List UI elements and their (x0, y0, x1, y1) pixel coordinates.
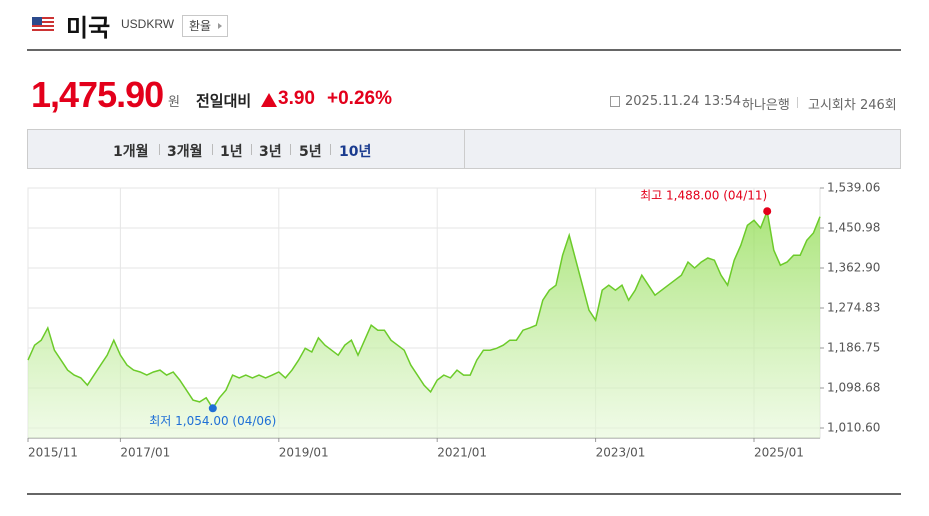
tab-separator (330, 144, 331, 155)
price: 1,475.90 (31, 74, 164, 115)
tab[interactable]: 10년 (339, 144, 372, 160)
y-tick-label: 1,539.06 (827, 181, 880, 195)
area (28, 211, 820, 438)
exchange-button[interactable]: 환율 (182, 15, 228, 37)
tab-separator (159, 144, 160, 155)
y-tick-label: 1,450.98 (827, 221, 880, 235)
bank: 하나은행 (742, 98, 790, 113)
up-arrow (261, 93, 277, 107)
line (27, 208, 821, 410)
x-tick-label: 2019/01 (279, 446, 329, 460)
tab[interactable]: 3개월 (167, 144, 203, 160)
high-marker (763, 207, 772, 216)
y-tick-label: 1,098.68 (827, 380, 880, 394)
y-tick-label: 1,274.83 (827, 300, 880, 314)
divider (27, 493, 901, 495)
tab-separator (212, 144, 213, 155)
x-tick-label: 2015/11 (28, 446, 78, 460)
divider (27, 49, 901, 51)
tab[interactable]: 1개월 (113, 144, 149, 160)
tab[interactable]: 1년 (220, 144, 243, 160)
low-label: 최저 1,054.00 (04/06) (149, 414, 276, 428)
separator (797, 97, 798, 108)
y-tick-label: 1,186.75 (827, 341, 880, 355)
x-tick-label: 2023/01 (596, 446, 646, 460)
y-tick-label: 1,362.90 (827, 261, 880, 275)
change: 3.90 (278, 88, 315, 109)
tab-separator (290, 144, 291, 155)
tab-separator (251, 144, 252, 155)
tab[interactable]: 5년 (299, 144, 322, 160)
tab[interactable]: 3년 (259, 144, 282, 160)
x-tick-label: 2025/01 (754, 446, 804, 460)
tab-divider (464, 130, 465, 168)
change-percent: +0.26% (327, 88, 392, 109)
datetime: 2025.11.24 13:54 (625, 94, 742, 109)
x-tick-label: 2017/01 (120, 446, 170, 460)
price-unit: 원 (168, 95, 180, 110)
y-tick-label: 1,010.60 (827, 420, 880, 434)
low-marker (208, 404, 217, 413)
flag (32, 17, 54, 33)
high-label: 최고 1,488.00 (04/11) (640, 189, 767, 203)
country-title: 미국 (66, 14, 111, 42)
round: 고시회차 246회 (808, 98, 897, 113)
print-icon[interactable] (610, 96, 620, 107)
change-label: 전일대비 (196, 92, 252, 110)
currency-code: USDKRW (121, 17, 175, 31)
x-tick-label: 2021/01 (437, 446, 487, 460)
